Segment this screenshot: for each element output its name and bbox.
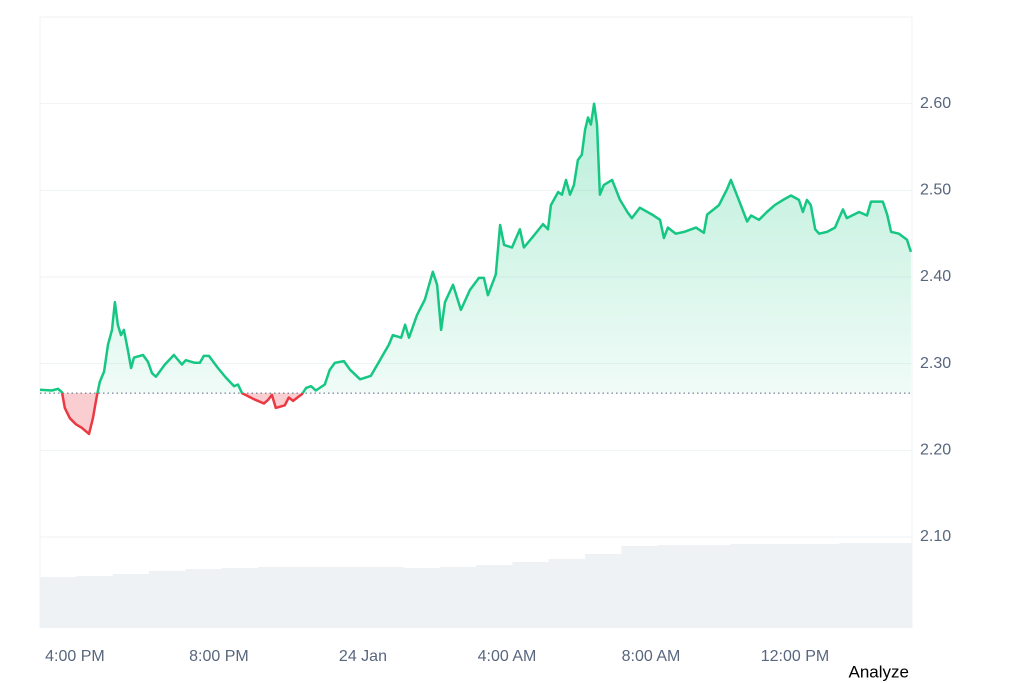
x-tick-label: 24 Jan: [339, 648, 387, 665]
volume-bar: [185, 569, 223, 628]
volume-bar: [112, 574, 150, 628]
analyze-button[interactable]: Analyze: [849, 662, 909, 681]
volume-bar: [149, 571, 186, 628]
x-tick-label: 12:00 PM: [761, 648, 829, 665]
volume-bar: [76, 576, 114, 628]
volume-bar: [439, 567, 477, 628]
y-tick-label: 2.40: [920, 268, 951, 285]
volume-bar: [403, 568, 441, 628]
volume-bar: [367, 567, 404, 628]
volume-bar: [512, 562, 550, 628]
volume-bar: [330, 567, 368, 628]
volume-bar: [875, 543, 913, 628]
volume-bar: [40, 577, 77, 628]
volume-bar: [548, 559, 586, 628]
volume-bar: [839, 543, 877, 628]
area-down: [62, 393, 303, 434]
y-tick-label: 2.50: [920, 182, 951, 199]
volume-bar: [476, 565, 513, 628]
volume-bar: [694, 545, 731, 628]
volume-bar: [221, 568, 259, 628]
volume-bar: [258, 567, 295, 628]
volume-bar: [657, 545, 695, 628]
x-tick-label: 8:00 PM: [189, 648, 249, 665]
x-tick-label: 4:00 PM: [45, 648, 105, 665]
volume-bar: [730, 544, 768, 628]
volume-bar: [585, 554, 622, 628]
y-tick-label: 2.60: [920, 95, 951, 112]
x-tick-label: 8:00 AM: [622, 648, 681, 665]
volume-bar: [766, 544, 804, 628]
y-tick-label: 2.10: [920, 528, 951, 545]
volume-bar: [803, 544, 840, 628]
x-tick-label: 4:00 AM: [478, 648, 537, 665]
area-up: [40, 103, 911, 394]
y-tick-label: 2.20: [920, 442, 951, 459]
price-line-up: [40, 102, 912, 394]
volume-bar: [621, 546, 659, 628]
volume-bar: [294, 567, 332, 628]
y-tick-label: 2.30: [920, 355, 951, 372]
